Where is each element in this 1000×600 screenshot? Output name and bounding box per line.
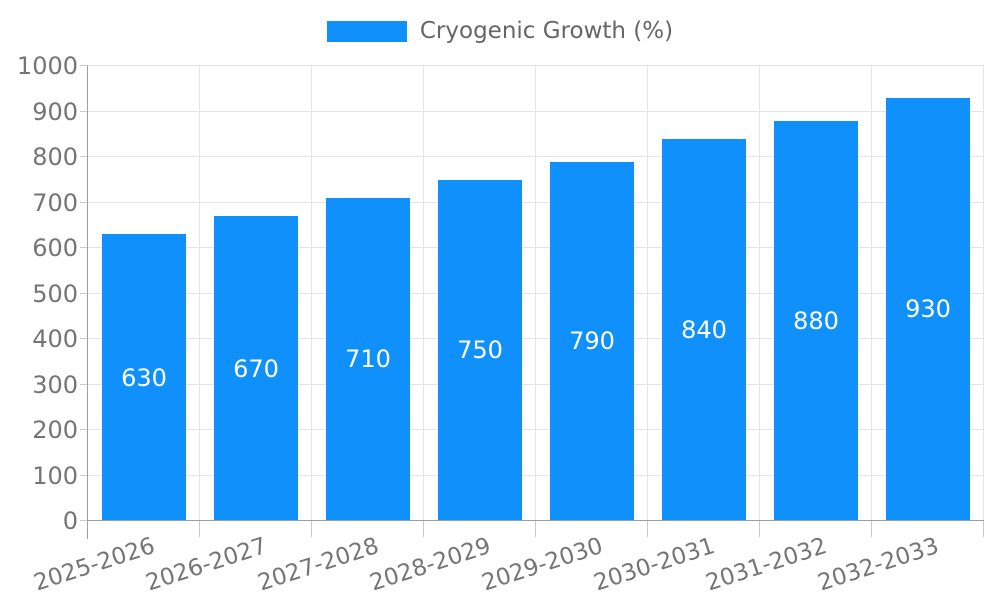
- gridline-horizontal: [88, 201, 984, 203]
- gridline-vertical: [199, 66, 200, 521]
- y-axis-tick-label: 900: [32, 97, 78, 126]
- x-axis-line: [88, 520, 984, 521]
- y-tick-mark: [80, 65, 88, 66]
- y-tick-mark: [80, 247, 88, 248]
- bar[interactable]: [550, 161, 634, 521]
- y-axis-tick-label: 800: [32, 143, 78, 171]
- y-tick-mark: [80, 429, 88, 430]
- gridline-vertical: [647, 66, 648, 521]
- y-tick-mark: [80, 383, 88, 385]
- gridline-horizontal: [88, 292, 984, 294]
- y-axis-tick-label: 100: [32, 461, 78, 490]
- y-axis-tick-label: 1000: [16, 52, 78, 80]
- y-axis-tick-label: 300: [32, 370, 78, 399]
- y-axis-tick-label: 200: [32, 416, 78, 444]
- bar[interactable]: [326, 197, 410, 521]
- x-tick-mark: [535, 521, 536, 537]
- y-axis-tick-label: 0: [62, 507, 78, 535]
- gridline-horizontal: [88, 247, 984, 248]
- y-axis-tick-label: 500: [32, 279, 78, 308]
- gridline-horizontal: [88, 156, 984, 157]
- y-tick-mark: [80, 292, 88, 294]
- x-tick-mark: [199, 521, 200, 537]
- gridline-vertical: [423, 66, 424, 521]
- x-tick-mark: [871, 521, 872, 537]
- y-tick-mark: [80, 201, 88, 203]
- y-tick-mark: [80, 156, 88, 157]
- bar[interactable]: [214, 216, 298, 521]
- y-axis-tick-label: 400: [32, 325, 78, 353]
- y-axis-tick-label: 600: [32, 234, 78, 262]
- bar[interactable]: [774, 120, 858, 521]
- gridline-horizontal: [88, 338, 984, 339]
- gridline-horizontal: [88, 474, 984, 476]
- gridline-horizontal: [88, 65, 984, 66]
- gridline-horizontal: [88, 383, 984, 385]
- gridline-horizontal: [88, 110, 984, 112]
- gridline-vertical: [983, 66, 984, 521]
- gridline-vertical: [535, 66, 536, 521]
- gridline-horizontal: [88, 429, 984, 430]
- x-tick-mark: [647, 521, 648, 537]
- y-axis-line: [87, 66, 88, 539]
- legend-swatch: [326, 20, 407, 42]
- x-tick-mark: [423, 521, 424, 537]
- y-tick-mark: [80, 110, 88, 112]
- bar[interactable]: [886, 97, 970, 521]
- y-axis-tick-label: 700: [32, 188, 78, 217]
- bar[interactable]: [438, 179, 522, 521]
- x-tick-mark: [983, 521, 984, 537]
- gridline-vertical: [311, 66, 312, 521]
- x-tick-mark: [311, 521, 312, 537]
- y-tick-mark: [80, 338, 88, 339]
- legend-label: Cryogenic Growth (%): [419, 18, 674, 44]
- y-tick-mark: [80, 520, 88, 521]
- bar[interactable]: [662, 138, 746, 521]
- legend[interactable]: Cryogenic Growth (%): [0, 18, 1000, 44]
- x-tick-mark: [759, 521, 760, 537]
- bar[interactable]: [102, 234, 186, 521]
- gridline-vertical: [759, 66, 760, 521]
- y-tick-mark: [80, 474, 88, 476]
- gridline-vertical: [871, 66, 872, 521]
